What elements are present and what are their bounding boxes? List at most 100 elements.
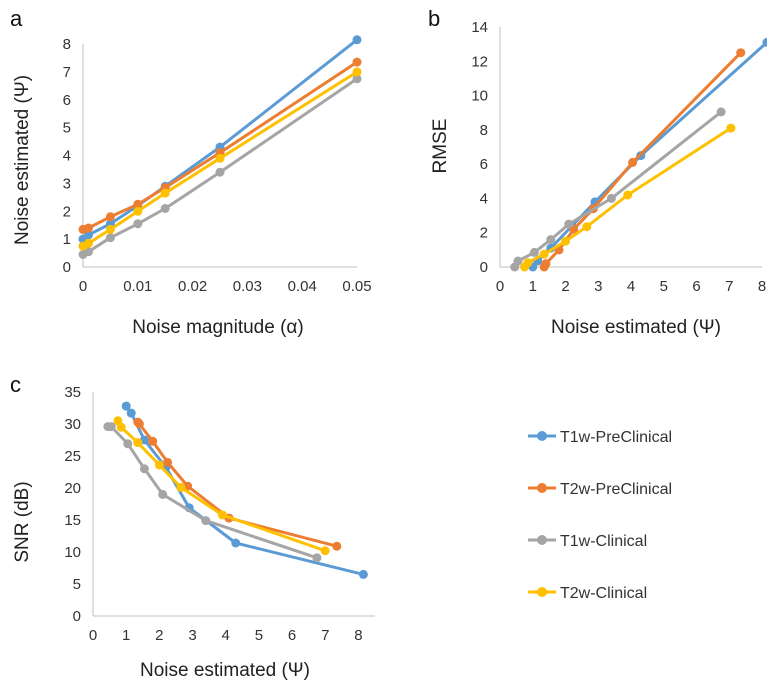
panel-c-data-point-t2w-preclinical (332, 542, 341, 551)
panel-b-x-axis-label: Noise estimated (Ψ) (551, 317, 721, 338)
panel-c-y-tick-label: 30 (64, 416, 81, 433)
panel-a-data-point-t2w-clinical (216, 154, 225, 163)
panel-c-data-point-t2w-clinical (133, 438, 142, 447)
panel-c-plot: 0 1 2 3 4 5 6 7 8 0 5 10 15 20 25 30 35 (64, 384, 375, 644)
panel-c-y-tick-label: 0 (73, 608, 81, 625)
panel-b-y-tick-label: 2 (480, 225, 488, 242)
legend-item-t2w-preclinical: T2w-PreClinical (528, 481, 672, 498)
legend-item-t1w-clinical: T1w-Clinical (528, 533, 647, 550)
panel-b-y-tick-label: 6 (480, 156, 488, 173)
panel-c-y-tick-label: 25 (64, 448, 81, 465)
panel-b-data-point-t1w-clinical (530, 248, 539, 257)
panel-a-data-point-t1w-clinical (106, 233, 115, 242)
panel-b-y-axis-label: RMSE (430, 119, 451, 174)
panel-b-x-tick-label: 5 (660, 278, 668, 295)
panel-c-x-tick-label: 8 (354, 627, 362, 644)
panel-c-data-point-t1w-preclinical (231, 539, 240, 548)
panel-c-data-point-t1w-preclinical (359, 570, 368, 579)
panel-label-a: a (10, 6, 23, 31)
panel-b-data-point-t2w-clinical (582, 222, 591, 231)
panel-label-c: c (10, 372, 21, 397)
panel-a-data-point-t1w-clinical (161, 204, 170, 213)
panel-b-series-line-t1w-clinical (515, 112, 721, 267)
panel-a-y-tick-label: 7 (63, 64, 71, 81)
panel-c-data-point-t1w-clinical (201, 516, 210, 525)
panel-label-b: b (428, 6, 440, 31)
panel-b-x-tick-label: 2 (561, 278, 569, 295)
panel-c-x-tick-label: 7 (321, 627, 329, 644)
panel-a-y-tick-label: 5 (63, 120, 71, 137)
panel-c-data-point-t2w-preclinical (135, 420, 144, 429)
panel-b-x-tick-label: 7 (725, 278, 733, 295)
panel-a-y-tick-label: 2 (63, 203, 71, 220)
panel-c-y-tick-label: 10 (64, 544, 81, 561)
panel-c-x-tick-label: 4 (222, 627, 230, 644)
panel-b-x-tick-label: 1 (529, 278, 537, 295)
panel-a-y-tick-label: 0 (63, 259, 71, 276)
panel-a-data-point-t1w-preclinical (353, 35, 362, 44)
panel-a-data-point-t1w-clinical (216, 168, 225, 177)
panel-b-x-tick-label: 6 (692, 278, 700, 295)
panel-a-y-tick-label: 4 (63, 148, 71, 165)
panel-b-y-tick-label: 12 (471, 53, 488, 70)
panel-b-data-point-t1w-clinical (607, 194, 616, 203)
panel-b-x-tick-label: 4 (627, 278, 635, 295)
panel-c-data-point-t1w-preclinical (127, 409, 136, 418)
panel-b-data-point-t2w-clinical (561, 237, 570, 246)
panel-b-data-point-t1w-clinical (717, 107, 726, 116)
legend-label-t2w-clinical: T2w-Clinical (560, 585, 647, 602)
legend: T1w-PreClinical T2w-PreClinical T1w-Clin… (528, 429, 672, 602)
panel-b-y-tick-label: 0 (480, 259, 488, 276)
panel-c-data-point-t1w-clinical (140, 464, 149, 473)
panel-b-x-tick-label: 8 (758, 278, 766, 295)
legend-marker-t1w-preclinical (537, 431, 547, 441)
panel-c-x-tick-label: 3 (188, 627, 196, 644)
panel-b-data-point-t2w-clinical (540, 250, 549, 259)
panel-a-data-point-t2w-clinical (106, 225, 115, 234)
panel-a-x-tick-label: 0.01 (123, 278, 152, 295)
panel-a-x-tick-label: 0.04 (288, 278, 317, 295)
panel-c-y-axis-label: SNR (dB) (12, 481, 33, 562)
panel-a-x-tick-label: 0.03 (233, 278, 262, 295)
legend-item-t1w-preclinical: T1w-PreClinical (528, 429, 672, 446)
panel-a-y-tick-label: 1 (63, 231, 71, 248)
legend-item-t2w-clinical: T2w-Clinical (528, 585, 647, 602)
panel-b-data-point-t2w-preclinical (628, 158, 637, 167)
panel-c-data-point-t2w-clinical (117, 423, 126, 432)
panel-b-series-line-t1w-preclinical (533, 42, 767, 267)
legend-label-t2w-preclinical: T2w-PreClinical (560, 481, 672, 498)
panel-a-plot: 0 0.01 0.02 0.03 0.04 0.05012345678 (63, 35, 372, 295)
panel-c-x-axis-label: Noise estimated (Ψ) (140, 660, 310, 681)
panel-a-data-point-t2w-clinical (161, 189, 170, 198)
panel-a-data-point-t2w-preclinical (84, 224, 93, 233)
panel-b-y-tick-label: 10 (471, 88, 488, 105)
legend-label-t1w-clinical: T1w-Clinical (560, 533, 647, 550)
panel-b-data-point-t2w-preclinical (541, 259, 550, 268)
panel-a-y-tick-label: 8 (63, 36, 71, 53)
panel-a-data-point-t2w-preclinical (106, 212, 115, 221)
panel-c-data-point-t1w-clinical (158, 490, 167, 499)
panel-b-x-tick-label: 3 (594, 278, 602, 295)
panel-c-y-tick-label: 5 (73, 576, 81, 593)
panel-b-data-point-t2w-clinical (523, 258, 532, 267)
panel-a-data-point-t2w-clinical (84, 239, 93, 248)
panel-a-y-tick-label: 3 (63, 175, 71, 192)
panel-b-data-point-t2w-clinical (726, 124, 735, 133)
panel-c-x-tick-label: 1 (122, 627, 130, 644)
panel-b-data-point-t2w-preclinical (736, 48, 745, 57)
panel-a-data-point-t2w-preclinical (353, 58, 362, 67)
panel-b-y-tick-label: 4 (480, 190, 488, 207)
panel-b-data-point-t2w-clinical (623, 191, 632, 200)
legend-marker-t1w-clinical (537, 535, 547, 545)
panel-c-series-line-t2w-preclinical (138, 422, 337, 546)
panel-c-y-tick-label: 20 (64, 480, 81, 497)
panel-c-data-point-t2w-clinical (155, 461, 164, 470)
panel-b-data-point-t1w-clinical (564, 220, 573, 229)
panel-c-data-point-t2w-clinical (321, 546, 330, 555)
panel-a-x-tick-label: 0 (79, 278, 87, 295)
legend-marker-t2w-clinical (537, 587, 547, 597)
panel-c-data-point-t2w-clinical (176, 483, 185, 492)
panel-c-data-point-t2w-preclinical (148, 437, 157, 446)
panel-b-plot: 0 1 2 3 4 5 6 7 802468101214 (471, 19, 767, 295)
